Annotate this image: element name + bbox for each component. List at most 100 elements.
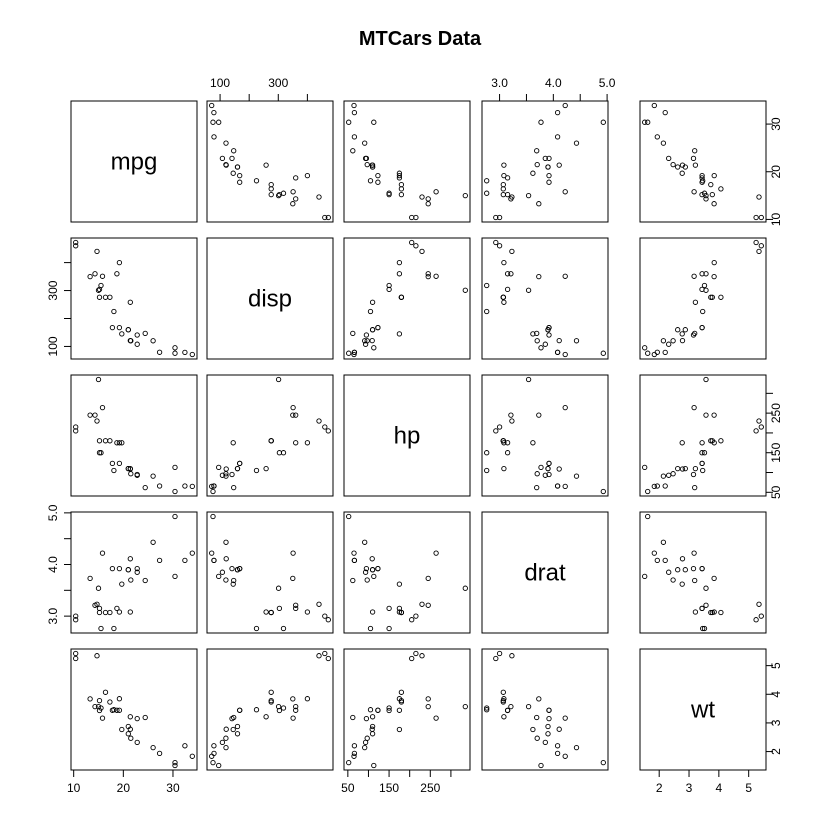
data-point-6 (703, 602, 709, 608)
data-point-25 (351, 134, 358, 140)
data-point-14 (409, 617, 415, 623)
data-point-4 (293, 440, 299, 446)
data-point-31 (223, 466, 229, 472)
data-point-28 (433, 715, 439, 721)
data-point-22 (504, 707, 511, 714)
data-point-30 (275, 376, 282, 383)
data-point-3 (692, 609, 699, 615)
data-point-18 (172, 513, 178, 520)
data-point-8 (690, 332, 697, 338)
data-point-25 (351, 750, 358, 757)
data-point-31 (223, 726, 229, 732)
data-point-29 (679, 331, 685, 337)
data-point-20 (223, 735, 229, 741)
data-point-0 (369, 731, 376, 737)
data-point-1 (682, 327, 688, 333)
data-point-2 (666, 472, 672, 478)
data-point-3 (501, 299, 507, 305)
panel-mpg-vs-hp (343, 100, 471, 223)
data-point-4 (396, 707, 403, 713)
data-point-31 (556, 337, 562, 344)
data-point-24 (501, 172, 507, 179)
data-point-19 (189, 753, 195, 759)
data-point-12 (500, 181, 506, 188)
data-point-26 (150, 338, 156, 344)
data-point-10 (109, 460, 116, 467)
data-point-7 (692, 577, 698, 584)
data-point-9 (116, 565, 123, 572)
data-point-30 (703, 585, 709, 591)
data-point-6 (508, 703, 514, 710)
data-point-3 (263, 714, 269, 720)
data-point-14 (325, 655, 331, 662)
data-point-24 (304, 172, 311, 179)
data-point-16 (509, 653, 515, 659)
data-point-28 (691, 550, 697, 556)
panel-frame (639, 511, 767, 634)
axis-right-mpg: 10 20 30 (765, 117, 783, 226)
data-point-8 (690, 155, 697, 162)
data-point-29 (530, 440, 536, 446)
data-point-31 (127, 556, 133, 562)
data-point-27 (371, 573, 377, 580)
data-point-6 (293, 196, 299, 202)
data-point-21 (701, 282, 708, 289)
data-point-5 (253, 467, 260, 474)
data-point-0 (675, 327, 681, 333)
data-point-29 (396, 726, 403, 733)
panel-wt-vs-wt: wt (639, 648, 767, 771)
data-point-20 (670, 338, 676, 344)
panel-hp-vs-wt (639, 374, 767, 497)
data-point-25 (554, 750, 561, 757)
data-point-16 (419, 601, 425, 607)
data-point-16 (94, 418, 100, 424)
data-point-29 (396, 331, 403, 337)
data-point-30 (525, 192, 532, 199)
data-point-6 (92, 412, 98, 418)
panel-frame (639, 100, 767, 223)
data-point-11 (102, 689, 109, 695)
data-point-4 (396, 271, 403, 277)
data-point-4 (293, 605, 299, 612)
data-point-31 (223, 556, 229, 562)
panel-disp-vs-wt (639, 237, 767, 360)
data-point-26 (223, 744, 229, 751)
data-point-30 (95, 287, 102, 293)
data-point-25 (156, 750, 163, 757)
data-point-1 (682, 567, 688, 573)
data-point-4 (504, 440, 511, 446)
data-point-29 (119, 581, 125, 587)
data-point-29 (679, 440, 685, 446)
data-point-30 (275, 192, 282, 199)
data-point-24 (711, 259, 717, 266)
data-point-3 (369, 714, 376, 720)
data-point-19 (562, 351, 568, 358)
data-point-22 (504, 450, 511, 456)
data-point-5 (111, 308, 117, 315)
data-point-14 (409, 655, 415, 662)
data-point-14 (753, 239, 759, 246)
data-point-29 (230, 170, 236, 176)
tick-label: 30 (769, 117, 783, 131)
data-point-21 (484, 705, 490, 711)
data-point-27 (642, 345, 648, 351)
data-point-6 (703, 196, 709, 202)
data-point-28 (562, 273, 568, 279)
data-point-16 (419, 194, 425, 200)
tick-label: 20 (769, 165, 783, 179)
data-point-6 (425, 703, 431, 710)
data-point-12 (708, 181, 714, 188)
data-point-5 (111, 625, 117, 632)
data-point-19 (562, 753, 568, 759)
data-point-19 (351, 753, 357, 759)
tick-label: 5.0 (599, 76, 616, 90)
data-point-31 (369, 162, 375, 168)
data-point-2 (362, 569, 369, 575)
panel-frame (70, 237, 198, 360)
data-point-23 (536, 412, 542, 418)
data-point-24 (711, 440, 717, 446)
data-point-16 (756, 248, 762, 255)
data-point-12 (107, 609, 113, 616)
data-point-4 (396, 605, 403, 612)
axis-left-drat: 3.0 4.0 5.0 (46, 504, 72, 624)
